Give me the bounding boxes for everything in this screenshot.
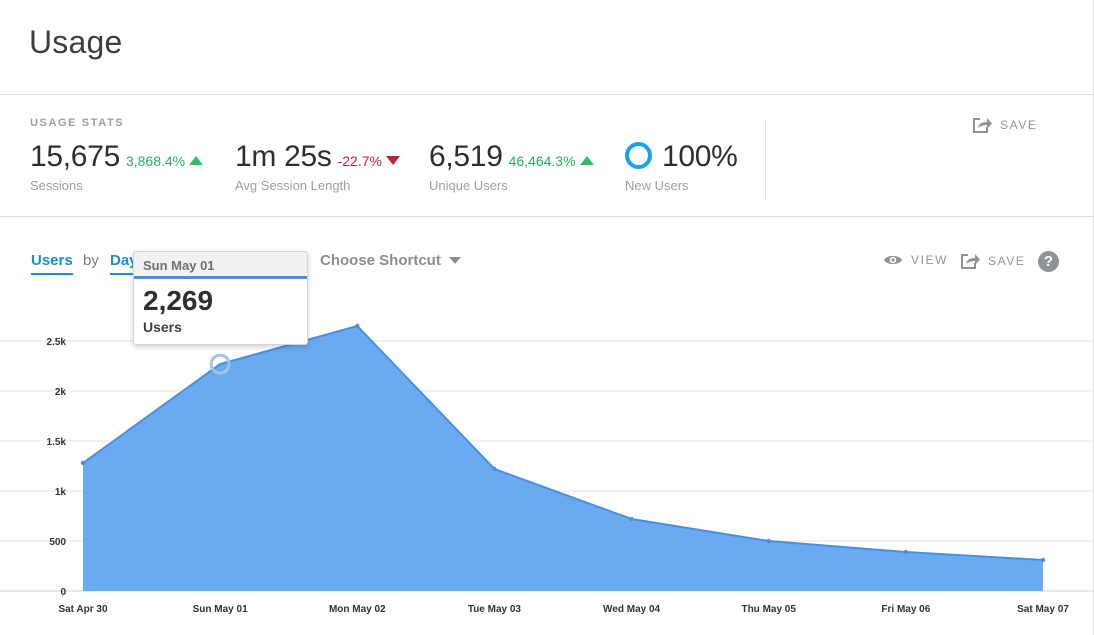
data-point <box>355 323 360 329</box>
stat-value: 6,519 <box>429 140 503 173</box>
data-point <box>766 538 771 544</box>
y-tick-label: 0 <box>60 587 66 598</box>
arrow-up-icon <box>189 156 204 165</box>
tooltip-value: 2,269 <box>143 285 214 316</box>
y-tick-label: 1.5k <box>47 437 67 448</box>
x-tick-label: Wed May 04 <box>603 604 660 615</box>
highlight-point <box>209 353 231 375</box>
users-area-chart: 0 500 1k 1.5k 2k 2.5k Sat Apr 30 Sun May 01 Mon … <box>0 323 1094 615</box>
stat-value: 15,675 <box>30 140 120 173</box>
x-tick-label: Thu May 05 <box>741 604 796 615</box>
interval-selector[interactable]: Day <box>110 252 138 275</box>
stat-value: 1m 25s <box>235 140 332 173</box>
arrow-up-icon <box>579 156 594 165</box>
stats-save-button[interactable]: SAVE <box>972 116 1038 134</box>
stat-avg-session-length: 1m 25s -22.7% Avg Session Length <box>235 140 400 193</box>
choose-shortcut-dropdown[interactable]: Choose Shortcut <box>320 252 461 269</box>
stat-change: 3,868.4% <box>125 153 186 169</box>
data-point <box>80 460 86 466</box>
chart-save-button[interactable]: SAVE <box>960 252 1026 270</box>
page-title: Usage <box>29 24 123 60</box>
x-tick-label: Sat Apr 30 <box>58 604 108 615</box>
stats-divider <box>765 120 766 200</box>
stat-value: 100% <box>662 140 738 173</box>
stat-change: -22.7% <box>337 153 382 169</box>
usage-stats-heading: USAGE STATS <box>30 117 125 129</box>
x-tick-label: Fri May 06 <box>881 604 930 615</box>
x-tick-label: Tue May 03 <box>468 604 522 615</box>
stat-label: New Users <box>625 178 689 193</box>
stat-sessions: 15,675 3,868.4% Sessions <box>30 140 204 193</box>
y-tick-label: 500 <box>49 537 66 548</box>
users-line <box>82 324 1044 561</box>
share-icon <box>973 118 992 133</box>
x-tick-label: Mon May 02 <box>329 604 386 615</box>
by-label: by <box>83 252 99 269</box>
arrow-down-icon <box>385 156 400 165</box>
header-divider <box>0 94 1094 95</box>
eye-icon <box>884 255 902 265</box>
data-point <box>1040 557 1046 563</box>
data-point <box>492 466 497 472</box>
stat-new-users: 100% New Users <box>625 140 738 193</box>
ring-icon <box>625 142 652 169</box>
stat-change: 46,464.3% <box>508 153 576 169</box>
stats-divider-bottom <box>0 216 1094 217</box>
stat-unique-users: 6,519 46,464.3% Unique Users <box>429 140 594 193</box>
data-point <box>629 516 634 522</box>
tooltip-series: Users <box>143 319 182 335</box>
x-tick-label: Sat May 07 <box>1017 604 1069 615</box>
tooltip-date: Sun May 01 <box>134 252 307 279</box>
view-button[interactable]: VIEW <box>883 253 948 267</box>
help-icon[interactable]: ? <box>1038 251 1059 272</box>
caret-down-icon <box>448 257 461 264</box>
stat-label: Avg Session Length <box>235 178 351 193</box>
save-label: SAVE <box>1000 118 1038 132</box>
stat-label: Sessions <box>30 178 83 193</box>
view-label: VIEW <box>911 253 949 267</box>
users-area <box>83 326 1043 591</box>
chart-tooltip: Sun May 01 2,269 Users <box>133 251 308 345</box>
metric-selector[interactable]: Users <box>31 252 73 275</box>
stat-label: Unique Users <box>429 178 508 193</box>
x-tick-label: Sun May 01 <box>193 604 248 615</box>
y-tick-label: 2.5k <box>47 337 67 348</box>
share-icon <box>961 254 980 269</box>
y-tick-label: 1k <box>55 487 67 498</box>
data-point <box>903 549 909 555</box>
save-label: SAVE <box>988 254 1026 268</box>
y-tick-label: 2k <box>55 387 67 398</box>
shortcut-label: Choose Shortcut <box>320 252 441 269</box>
